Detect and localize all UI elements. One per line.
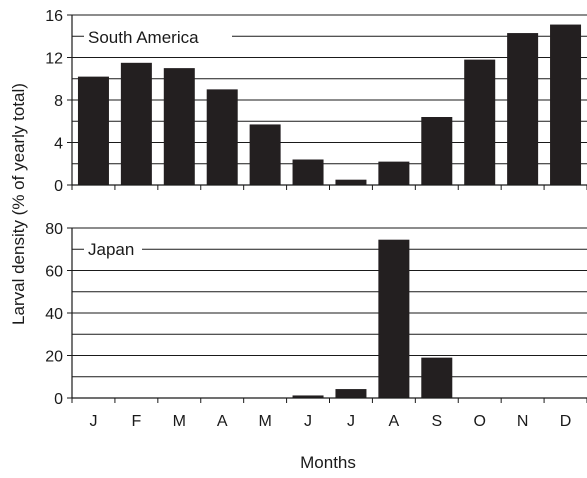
panel-label: South America: [88, 28, 199, 47]
panel-south-america: South America 0 4 8 12 16: [45, 8, 587, 195]
bar-d-12: [550, 24, 582, 185]
y-tick-label: 16: [45, 8, 63, 25]
bar-a-4: [206, 89, 238, 185]
x-tick-label: J: [304, 413, 312, 430]
panel-japan: Japan 0 20 40 60 80: [45, 221, 587, 408]
y-tick-label: 8: [54, 93, 63, 110]
y-tick-label: 60: [45, 264, 63, 281]
bar-s-9: [421, 357, 453, 398]
bar-j-6: [292, 395, 324, 398]
bar-j-7: [335, 389, 367, 398]
x-tick-label: O: [473, 413, 485, 430]
x-tick-label: F: [131, 413, 141, 430]
x-tick-label: M: [173, 413, 186, 430]
y-tick-label: 12: [45, 51, 63, 68]
x-axis-title: Months: [300, 453, 356, 472]
x-tick-label: J: [89, 413, 97, 430]
bar-f-2: [120, 62, 152, 185]
bar-j-7: [335, 179, 367, 185]
x-tick-label: A: [217, 413, 228, 430]
y-tick-label: 4: [54, 136, 63, 153]
x-tick-label: S: [431, 413, 442, 430]
y-tick-label: 0: [54, 391, 63, 408]
y-tick-label: 20: [45, 349, 63, 366]
bar-s-9: [421, 117, 453, 185]
x-tick-label: D: [560, 413, 572, 430]
bar-m-3: [163, 68, 195, 185]
panel-label-background: [84, 239, 142, 261]
y-tick-label: 80: [45, 221, 63, 238]
bar-n-11: [507, 33, 539, 185]
x-tick-label: J: [347, 413, 355, 430]
bar-j-6: [292, 159, 324, 185]
y-tick-label: 40: [45, 306, 63, 323]
x-tick-label: A: [389, 413, 400, 430]
bar-o-10: [464, 59, 496, 185]
panel-label: Japan: [88, 240, 134, 259]
x-tick-label: N: [517, 413, 529, 430]
y-tick-label: 0: [54, 178, 63, 195]
panel-label-background: [84, 27, 232, 49]
x-tick-label: M: [258, 413, 271, 430]
bar-a-8: [378, 161, 410, 185]
bar-j-1: [77, 76, 109, 185]
bar-m-5: [249, 124, 281, 185]
y-axis-title: Larval density (% of yearly total): [9, 83, 28, 325]
bar-a-8: [378, 239, 410, 398]
